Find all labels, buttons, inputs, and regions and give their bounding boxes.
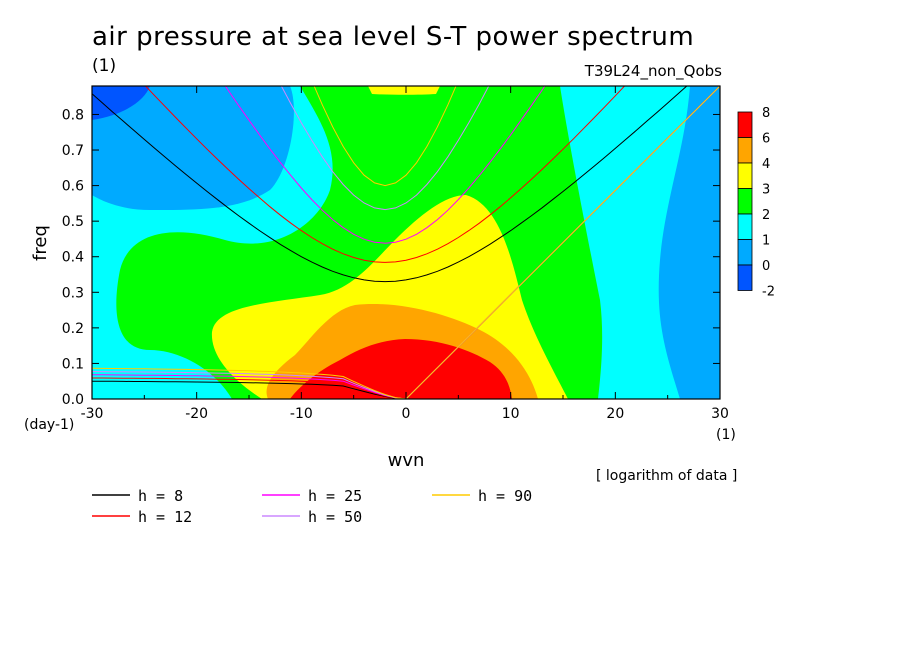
dispersion-curve-kelvin: [405, 86, 720, 399]
colorbar-label: 6: [762, 132, 770, 147]
dispersion-curves: [92, 86, 720, 399]
x-tick-label: 20: [606, 406, 624, 422]
colorbar-label: 0: [762, 259, 770, 274]
x-tick-label: 0: [402, 406, 411, 422]
colorbar-cell: [737, 111, 753, 138]
dispersion-curve-upper: [224, 86, 546, 244]
legend-label: h = 25: [308, 487, 362, 505]
dispersion-curve-upper: [92, 86, 688, 283]
chart-title: air pressure at sea level S-T power spec…: [92, 22, 695, 52]
legend-label: h = 90: [478, 487, 532, 505]
dispersion-curve-upper: [313, 86, 457, 187]
x-tick-label: 30: [711, 406, 729, 422]
y-tick-label: 0.1: [62, 356, 84, 372]
colorbar-label: 4: [762, 157, 770, 172]
y-axis-unit: (day-1): [24, 417, 74, 433]
colorbar-label: -2: [762, 285, 775, 300]
colorbar: 8 6 4 3 2 1 0 -2: [737, 106, 775, 300]
contour-level-blue-left: [92, 86, 294, 210]
dispersion-curve-rossby: [92, 371, 407, 399]
legend-label: h = 12: [138, 508, 192, 526]
x-axis: -30 -20 -10 0 10 20 30: [81, 86, 729, 422]
chart-title-unit: (1): [92, 56, 117, 76]
x-axis-unit: (1): [716, 427, 736, 443]
y-tick-label: 0.7: [62, 143, 84, 159]
y-axis-label: freq: [30, 225, 51, 261]
colorbar-cell: [737, 162, 753, 189]
colorbar-label: 2: [762, 208, 770, 223]
legend-label: h = 8: [138, 487, 183, 505]
x-tick-label: -20: [185, 406, 208, 422]
dispersion-curve-rossby: [92, 377, 407, 399]
y-axis: 0.0 0.1 0.2 0.3 0.4 0.5 0.6 0.7 0.8: [62, 107, 720, 408]
colorbar-label: 1: [762, 234, 770, 249]
legend-label: h = 50: [308, 508, 362, 526]
data-note: [ logarithm of data ]: [596, 468, 738, 484]
y-tick-label: 0.8: [62, 107, 84, 123]
y-tick-label: 0.3: [62, 285, 84, 301]
x-tick-label: -30: [81, 406, 104, 422]
colorbar-cell: [737, 239, 753, 266]
x-tick-label: -10: [290, 406, 313, 422]
filled-contours: [92, 86, 720, 399]
contour-level-darkblue: [92, 86, 150, 120]
colorbar-cell: [737, 264, 753, 291]
colorbar-cell: [737, 137, 753, 164]
y-tick-label: 0.5: [62, 214, 84, 230]
x-axis-label: wvn: [388, 450, 425, 471]
dispersion-curve-rossby: [92, 380, 407, 399]
y-tick-label: 0.2: [62, 321, 84, 337]
dispersion-curve-upper: [144, 86, 626, 263]
colorbar-cell: [737, 213, 753, 240]
y-tick-label: 0.6: [62, 179, 84, 195]
dispersion-curve-rossby: [92, 374, 407, 399]
colorbar-cell: [737, 188, 753, 215]
colorbar-label: 8: [762, 106, 770, 121]
x-tick-label: 10: [502, 406, 520, 422]
dispersion-curve-upper: [280, 86, 490, 211]
legend: h = 8 h = 12 h = 25 h = 50 h = 90: [92, 487, 532, 526]
dispersion-curve-rossby: [92, 367, 407, 399]
contour-level-blue-right: [658, 86, 720, 399]
y-tick-label: 0.4: [62, 250, 84, 266]
colorbar-label: 3: [762, 183, 770, 198]
contour-level-yellow-top: [368, 86, 440, 95]
y-tick-label: 0.0: [62, 392, 84, 408]
run-label: T39L24_non_Qobs: [584, 62, 722, 80]
